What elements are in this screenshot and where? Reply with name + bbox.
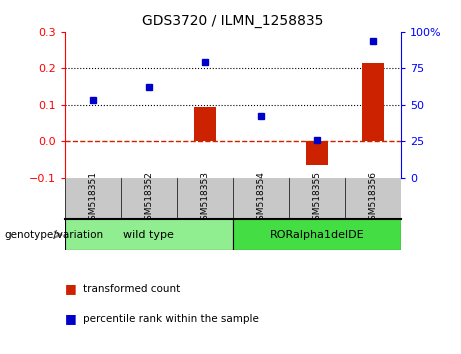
Bar: [233, 219, 401, 250]
Bar: [306, 141, 328, 165]
Text: GSM518354: GSM518354: [256, 171, 266, 226]
Text: transformed count: transformed count: [83, 284, 180, 293]
Text: percentile rank within the sample: percentile rank within the sample: [83, 314, 259, 324]
Text: ■: ■: [65, 312, 76, 325]
Text: wild type: wild type: [123, 229, 174, 240]
Text: genotype/variation: genotype/variation: [5, 230, 104, 240]
Text: GSM518353: GSM518353: [200, 171, 209, 226]
Bar: [194, 107, 216, 141]
Bar: [362, 63, 384, 141]
Bar: [65, 219, 233, 250]
Text: GSM518352: GSM518352: [144, 171, 153, 226]
Title: GDS3720 / ILMN_1258835: GDS3720 / ILMN_1258835: [142, 14, 324, 28]
Text: GSM518356: GSM518356: [368, 171, 378, 226]
Text: GSM518351: GSM518351: [88, 171, 97, 226]
Text: RORalpha1delDE: RORalpha1delDE: [270, 229, 364, 240]
Text: ■: ■: [65, 282, 76, 295]
Text: GSM518355: GSM518355: [313, 171, 321, 226]
